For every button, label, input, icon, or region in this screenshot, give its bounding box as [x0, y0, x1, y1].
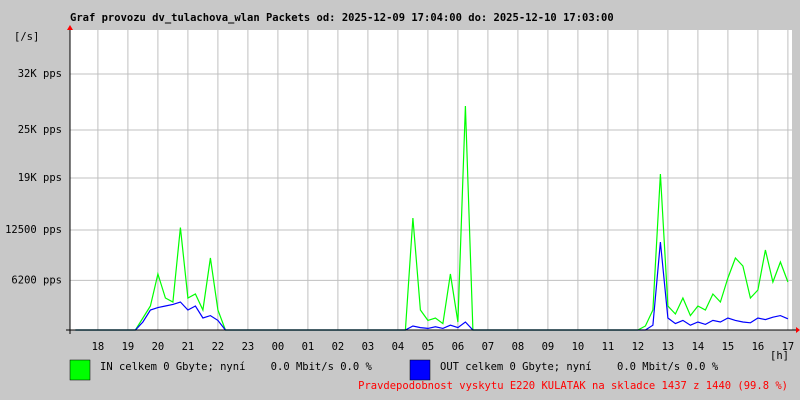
- x-tick-label: 22: [212, 341, 225, 353]
- grid: 6200 pps 12500 pps 19K pps 25K pps 32K pps 18…: [5, 30, 794, 353]
- legend-swatch: [69, 359, 91, 381]
- x-tick-label: 04: [392, 341, 405, 353]
- y-tick-label: 19K pps: [18, 172, 62, 184]
- x-tick-label: 05: [422, 341, 435, 353]
- chart-title: Graf provozu dv_tulachova_wlan Packets o…: [70, 12, 614, 24]
- x-tick-label: 02: [332, 341, 345, 353]
- x-tick-label: 13: [662, 341, 675, 353]
- y-axis-arrow: [67, 25, 73, 30]
- legend-label: IN celkem 0 Gbyte; nyní 0.0 Mbit/s 0.0 %: [100, 361, 373, 373]
- x-tick-label: 12: [632, 341, 645, 353]
- x-tick-label: 00: [272, 341, 285, 353]
- x-tick-label: 01: [302, 341, 315, 353]
- x-tick-label: 23: [242, 341, 255, 353]
- y-unit-label: [/s]: [14, 31, 39, 43]
- x-tick-label: 03: [362, 341, 375, 353]
- y-tick-label: 12500 pps: [5, 224, 62, 236]
- y-tick-label: 6200 pps: [11, 274, 62, 286]
- legend-swatch: [409, 359, 431, 381]
- series-line: [75, 241, 789, 331]
- y-tick-label: 32K pps: [18, 68, 62, 80]
- x-tick-label: 09: [542, 341, 555, 353]
- x-tick-label: 16: [752, 341, 765, 353]
- x-tick-label: 14: [692, 341, 705, 353]
- x-tick-label: 06: [452, 341, 465, 353]
- x-tick-label: 18: [92, 341, 105, 353]
- legend: IN celkem 0 Gbyte; nyní 0.0 Mbit/s 0.0 %…: [69, 359, 719, 381]
- x-tick-label: 08: [512, 341, 525, 353]
- x-tick-label: 07: [482, 341, 495, 353]
- x-tick-label: 20: [152, 341, 165, 353]
- x-tick-label: 21: [182, 341, 195, 353]
- x-tick-label: 17: [782, 341, 795, 353]
- x-tick-label: 15: [722, 341, 735, 353]
- x-tick-label: 11: [602, 341, 615, 353]
- plot-area: [70, 30, 792, 330]
- legend-label: OUT celkem 0 Gbyte; nyní 0.0 Mbit/s 0.0 …: [440, 361, 719, 373]
- x-unit-label: [h]: [770, 350, 789, 362]
- footer-note: Pravdepodobnost vyskytu E220 KULATAK na …: [358, 380, 788, 392]
- marks: [75, 105, 789, 331]
- x-tick-label: 10: [572, 341, 585, 353]
- y-tick-label: 25K pps: [18, 124, 62, 136]
- series-line: [75, 105, 789, 331]
- x-tick-label: 19: [122, 341, 135, 353]
- x-axis-arrow: [796, 327, 800, 333]
